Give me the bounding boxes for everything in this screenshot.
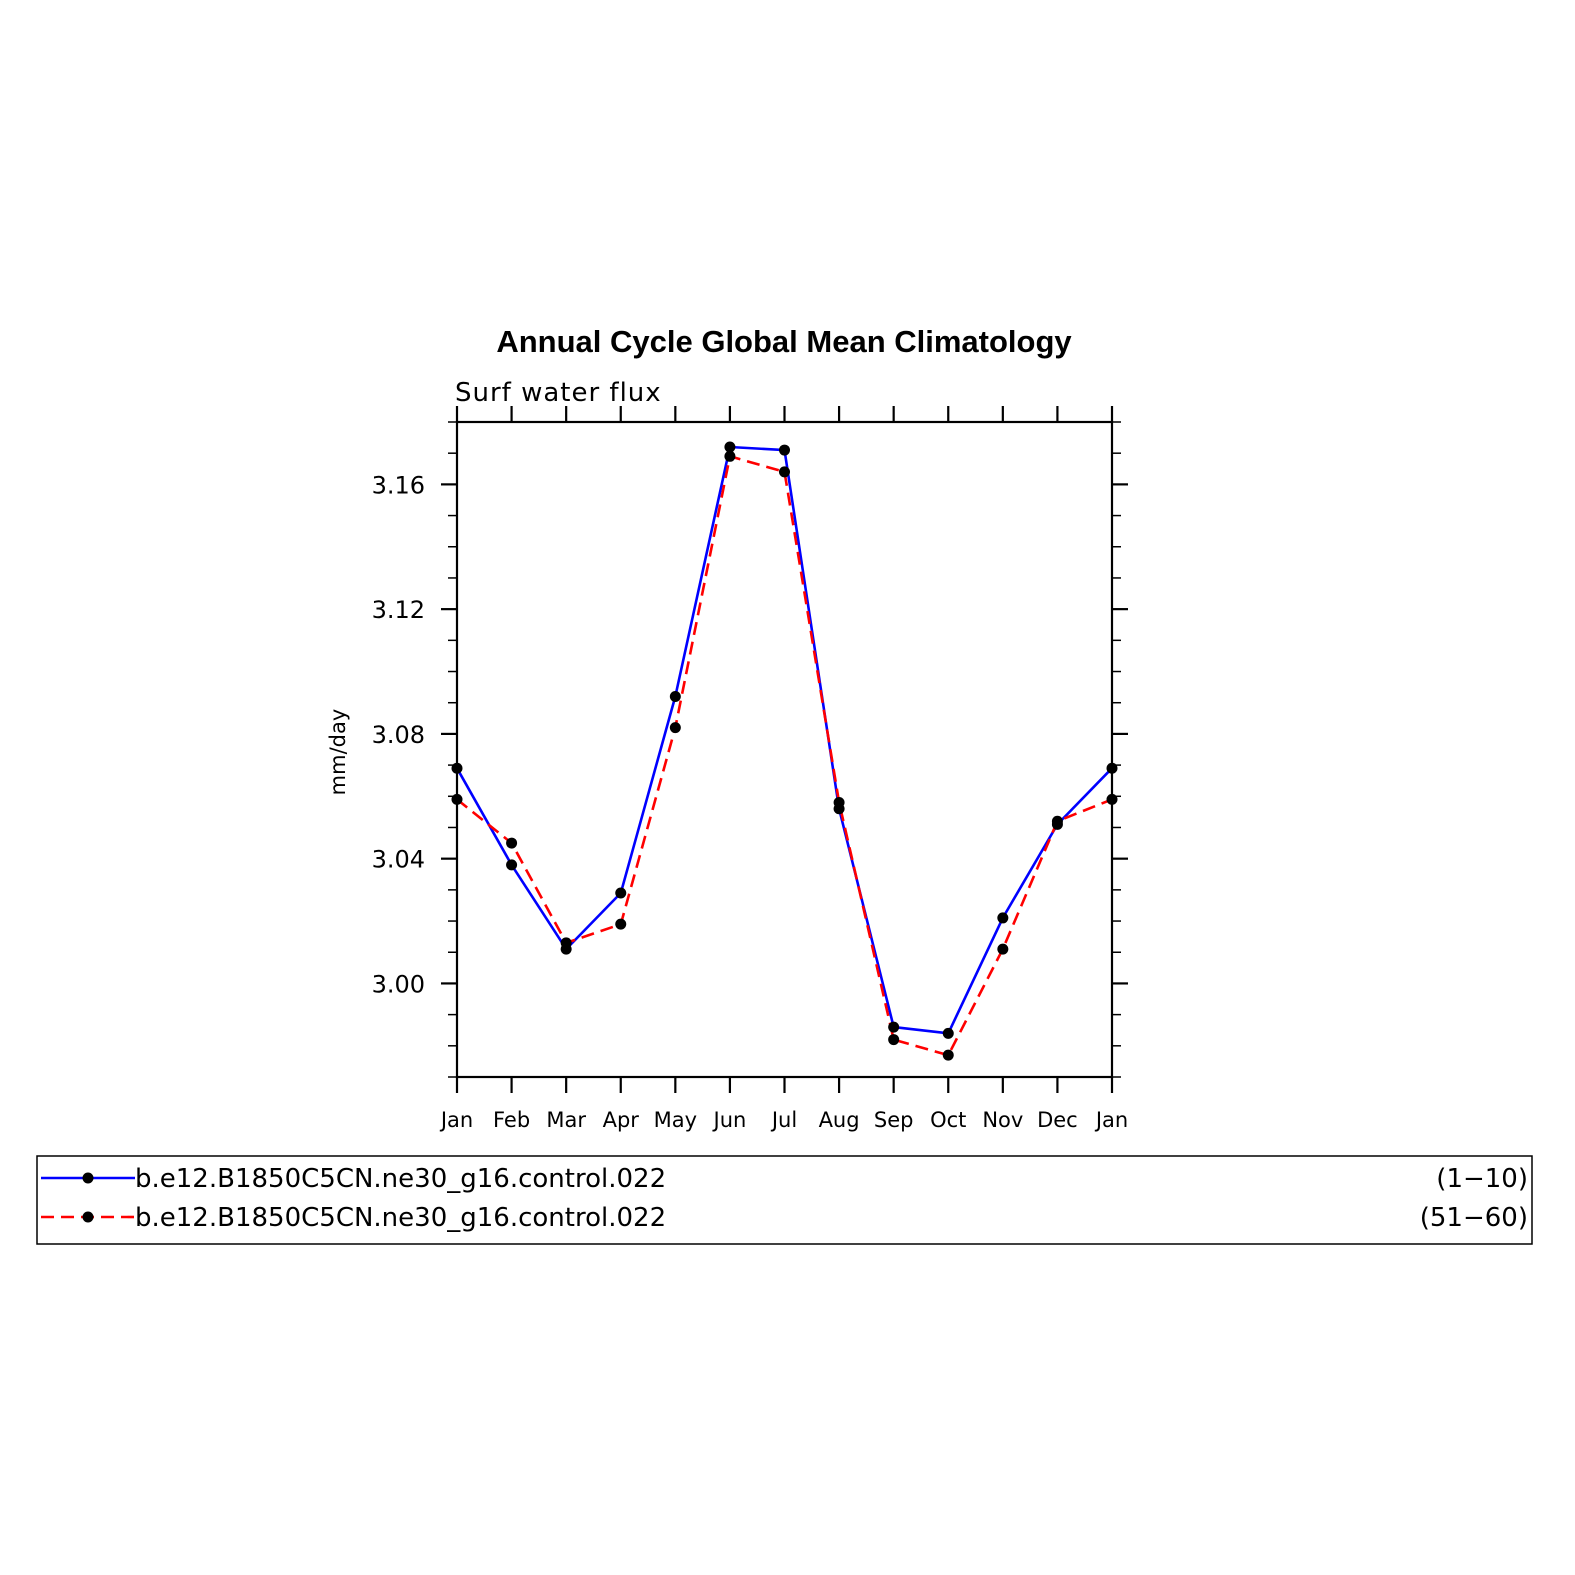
legend-marker-2: [82, 1211, 94, 1223]
legend: b.e12.B1850C5CN.ne30_g16.control.022 (1−1…: [36, 1155, 1533, 1245]
series-2-point: [506, 837, 518, 849]
series-1-point: [1106, 762, 1118, 774]
series-1-point: [942, 1027, 954, 1039]
y-axis-label: mm/day: [326, 709, 350, 796]
series-2-point: [997, 943, 1009, 955]
series-2-point: [1106, 793, 1118, 805]
series-1-point: [997, 912, 1009, 924]
series-2-point: [888, 1034, 900, 1046]
series-2-point: [1051, 815, 1063, 827]
plot-frame: [455, 420, 1114, 1079]
legend-marker-1: [82, 1172, 94, 1184]
series-1-point: [615, 887, 627, 899]
series-2-point: [833, 797, 845, 809]
series-1-point: [888, 1021, 900, 1033]
x-tick-label: Jun: [712, 1108, 747, 1132]
legend-series-name-2: b.e12.B1850C5CN.ne30_g16.control.022: [135, 1203, 666, 1233]
x-tick-label: Jan: [1094, 1108, 1128, 1132]
series-2-point: [451, 793, 463, 805]
series-2-point: [779, 466, 790, 478]
x-tick-label: Jan: [439, 1108, 473, 1132]
axes: Jan Feb Mar Apr May Jun Jul Aug Sep Oct Nov Dec Jan 3…: [372, 406, 1128, 1132]
x-tick-label: Dec: [1037, 1108, 1078, 1132]
y-tick-label: 3.12: [372, 596, 425, 624]
y-tick-label: 3.04: [372, 846, 425, 874]
legend-series-years-2: (51−60): [1420, 1203, 1528, 1233]
series-line-2: [456, 454, 1113, 1057]
series-2-point: [615, 918, 627, 930]
x-tick-label: Mar: [546, 1108, 586, 1132]
series-line-1: [455, 445, 1113, 1035]
series-1-point: [724, 441, 736, 453]
x-tick-label: Aug: [819, 1108, 860, 1132]
x-tick-label: May: [654, 1108, 697, 1132]
series-1-point: [779, 444, 790, 456]
y-tick-label: 3.08: [372, 721, 425, 749]
x-tick-label: Apr: [603, 1108, 640, 1132]
legend-series-years-1: (1−10): [1436, 1164, 1528, 1194]
x-tick-label: Jul: [770, 1108, 797, 1132]
x-tick-label: Feb: [493, 1108, 530, 1132]
series-2-point: [724, 450, 736, 462]
x-tick-label: Sep: [874, 1108, 914, 1132]
series-2-point: [669, 722, 681, 734]
y-tick-label: 3.16: [372, 471, 425, 499]
series-2-point: [942, 1049, 954, 1061]
chart-title: Annual Cycle Global Mean Climatology: [496, 324, 1072, 359]
legend-box: [36, 1155, 1533, 1245]
series-1-point: [506, 859, 518, 871]
chart-subtitle: Surf water flux: [455, 378, 662, 408]
series-2-point: [560, 937, 572, 949]
legend-series-name-1: b.e12.B1850C5CN.ne30_g16.control.022: [135, 1164, 666, 1194]
series-layer: [451, 441, 1118, 1061]
y-tick-label: 3.00: [372, 970, 425, 998]
x-tick-label: Oct: [930, 1108, 966, 1132]
x-tick-label: Nov: [982, 1108, 1023, 1132]
series-1-point: [451, 762, 463, 774]
series-1-point: [669, 690, 681, 702]
